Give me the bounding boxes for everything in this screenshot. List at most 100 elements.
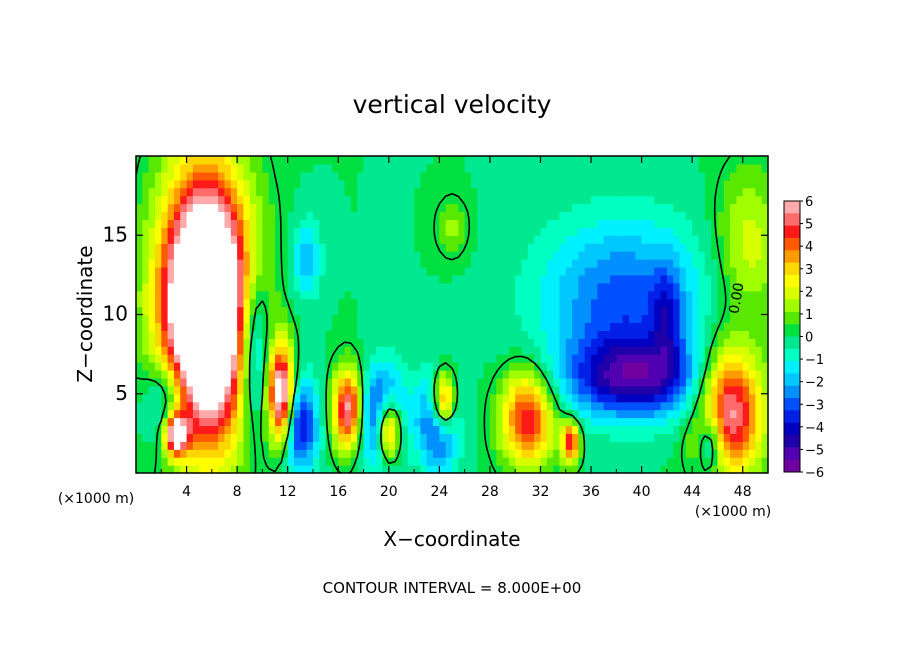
heatmap-cell (578, 457, 586, 466)
heatmap-cell (584, 409, 592, 419)
colorbar-tick-label: 1 (805, 308, 813, 323)
heatmap-cell (635, 401, 643, 411)
heatmap-cell (407, 243, 415, 252)
heatmap-cell (723, 306, 731, 316)
heatmap-cell (603, 314, 611, 324)
heatmap-cell (591, 187, 598, 197)
heatmap-cell (464, 409, 472, 419)
heatmap-cell (180, 377, 188, 387)
heatmap-cell (338, 362, 346, 371)
heatmap-cell (420, 377, 428, 387)
heatmap-cell (565, 369, 573, 379)
heatmap-cell (249, 369, 257, 379)
heatmap-cell (142, 346, 150, 355)
heatmap-cell (641, 235, 649, 244)
heatmap-cell (698, 179, 706, 189)
heatmap-cell (452, 219, 459, 228)
heatmap-cell (420, 163, 428, 173)
heatmap-cell (281, 465, 289, 473)
heatmap-cell (717, 211, 725, 221)
heatmap-cell (268, 243, 276, 252)
heatmap-cell (224, 377, 232, 387)
heatmap-cell (433, 441, 440, 450)
heatmap-cell (527, 314, 535, 324)
heatmap-cell (591, 417, 598, 427)
heatmap-cell (540, 266, 548, 276)
heatmap-cell (294, 314, 301, 324)
heatmap-cell (161, 156, 169, 165)
heatmap-cell (660, 433, 668, 442)
heatmap-cell (433, 243, 440, 252)
heatmap-cell (148, 457, 156, 466)
heatmap-cell (331, 425, 339, 434)
heatmap-cell (433, 449, 440, 458)
heatmap-cell (148, 385, 156, 395)
heatmap-cell (401, 203, 409, 213)
heatmap-cell (572, 266, 579, 276)
heatmap-cell (325, 330, 333, 339)
heatmap-cell (237, 441, 245, 450)
heatmap-cell (312, 369, 320, 379)
heatmap-cell (142, 243, 150, 252)
heatmap-cell (610, 163, 617, 173)
heatmap-cell (306, 290, 314, 300)
heatmap-cell (641, 274, 649, 284)
heatmap-cell (192, 401, 200, 411)
heatmap-cell (458, 457, 466, 466)
heatmap-cell (173, 163, 181, 173)
heatmap-cell (237, 203, 245, 213)
heatmap-cell (426, 203, 434, 213)
heatmap-cell (540, 417, 548, 427)
heatmap-cell (173, 354, 181, 363)
heatmap-cell (546, 243, 554, 252)
heatmap-cell (540, 211, 548, 221)
heatmap-cell (312, 171, 320, 181)
contour-line-zero (136, 156, 731, 473)
heatmap-cell (717, 195, 725, 205)
heatmap-cell (742, 457, 750, 466)
heatmap-cell (262, 251, 270, 260)
heatmap-cell (458, 314, 466, 324)
heatmap-cell (477, 401, 485, 411)
heatmap-cell (363, 330, 371, 339)
heatmap-cell (243, 203, 251, 213)
heatmap-cell (464, 465, 472, 473)
heatmap-cell (755, 298, 763, 308)
heatmap-cell (742, 274, 750, 284)
heatmap-cell (572, 251, 579, 260)
heatmap-cell (395, 251, 403, 260)
heatmap-cell (249, 227, 257, 236)
heatmap-cell (584, 266, 592, 276)
heatmap-cell (704, 449, 712, 458)
heatmap-cell (496, 259, 504, 268)
heatmap-cell (180, 441, 188, 450)
heatmap-cell (420, 306, 428, 316)
heatmap-cell (749, 377, 756, 387)
heatmap-cell (445, 179, 453, 189)
heatmap-cell (679, 314, 687, 324)
heatmap-cell (755, 377, 763, 387)
heatmap-cell (275, 377, 282, 387)
heatmap-cell (199, 354, 207, 363)
heatmap-cell (401, 425, 409, 434)
heatmap-cell (698, 441, 706, 450)
heatmap-cell (704, 243, 712, 252)
heatmap-cell (136, 235, 143, 244)
x-unit-label-left: (×1000 m) (58, 491, 134, 507)
heatmap-cell (483, 163, 491, 173)
heatmap-cell (401, 195, 409, 205)
heatmap-cell (154, 338, 162, 347)
heatmap-cell (287, 171, 295, 181)
heatmap-cell (470, 235, 478, 244)
heatmap-cell (704, 362, 712, 371)
heatmap-cell (502, 322, 510, 331)
heatmap-cell (584, 163, 592, 173)
heatmap-cell (692, 465, 700, 473)
heatmap-cell (211, 338, 219, 347)
heatmap-cell (508, 203, 516, 213)
heatmap-cell (470, 369, 478, 379)
heatmap-cell (256, 393, 263, 403)
heatmap-cell (376, 219, 384, 228)
heatmap-cell (161, 330, 169, 339)
heatmap-cell (154, 203, 162, 213)
